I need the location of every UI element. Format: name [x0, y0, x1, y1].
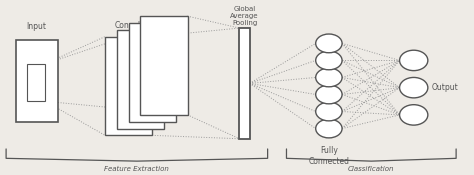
Bar [117, 30, 164, 128]
Ellipse shape [316, 34, 342, 53]
Bar [105, 37, 152, 135]
Bar [27, 64, 45, 101]
Ellipse shape [400, 50, 428, 71]
Bar [128, 23, 176, 122]
Ellipse shape [316, 51, 342, 70]
Bar [239, 28, 250, 139]
Text: Input: Input [27, 22, 47, 32]
Ellipse shape [400, 78, 428, 98]
Ellipse shape [316, 68, 342, 87]
Text: Global
Average
Pooling: Global Average Pooling [230, 6, 259, 26]
Bar [140, 16, 188, 115]
Text: Convolution: Convolution [115, 21, 161, 30]
Ellipse shape [316, 119, 342, 138]
Text: Feature Extraction: Feature Extraction [104, 166, 169, 172]
Ellipse shape [316, 102, 342, 121]
Text: Classification: Classification [348, 166, 394, 172]
Text: Output: Output [432, 83, 458, 92]
Ellipse shape [316, 85, 342, 104]
Text: Fully
Connected: Fully Connected [309, 146, 349, 166]
Ellipse shape [400, 105, 428, 125]
Bar [16, 40, 58, 122]
